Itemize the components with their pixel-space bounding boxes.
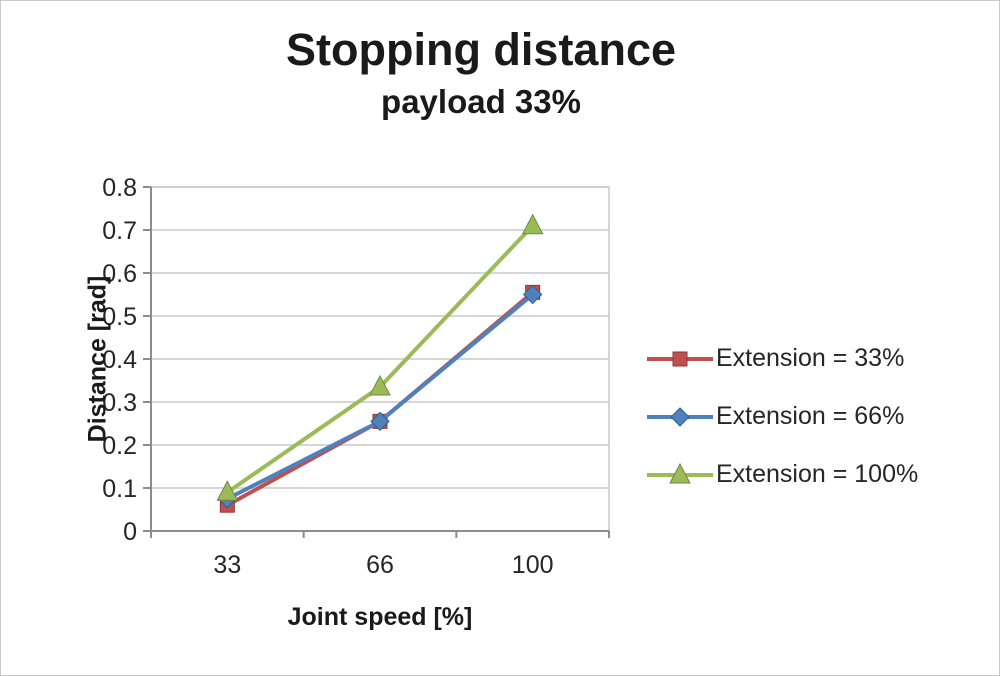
y-tick-label: 0.2: [102, 432, 137, 460]
marker-triangle: [669, 462, 691, 483]
marker-square: [672, 351, 688, 366]
legend-item: Extension = 100%: [647, 460, 918, 489]
legend-label: Extension = 66%: [716, 402, 905, 430]
legend-swatch-triangle-icon: [647, 462, 713, 483]
marker-triangle: [521, 213, 544, 235]
marker-triangle: [369, 374, 391, 396]
legend-label: Extension = 33%: [716, 344, 905, 372]
y-tick-label: 0.5: [102, 303, 137, 331]
legend: Extension = 33% Extension = 66% Extension …: [647, 344, 918, 489]
x-tick-label: 66: [366, 551, 394, 579]
marker-triangle: [216, 480, 239, 501]
marker-diamond: [670, 406, 690, 427]
series-triangle: [216, 213, 544, 501]
series-diamond: [217, 284, 543, 509]
y-tick-label: 0.7: [102, 217, 137, 245]
chart-title: Stopping distance: [285, 24, 676, 75]
legend-swatch-diamond-icon: [647, 406, 713, 427]
y-tick-label: 0.3: [102, 389, 137, 417]
x-tick-label: 33: [213, 551, 241, 579]
y-tick-label: 0.6: [102, 260, 137, 288]
marker-diamond: [370, 411, 390, 432]
y-tick-label: 0.4: [102, 346, 137, 374]
marker-diamond: [522, 284, 543, 305]
x-axis-title: Joint speed [%]: [287, 603, 473, 631]
chart-title-block: Stopping distance payload 33%: [1, 25, 961, 121]
y-tick-label: 0.1: [102, 475, 137, 503]
y-tick-label: 0.8: [102, 174, 137, 202]
y-axis-title: Distance [rad]: [83, 275, 112, 443]
x-tick-label: 100: [512, 551, 554, 579]
legend-swatch-square-icon: [647, 351, 713, 366]
legend-item: Extension = 66%: [647, 402, 918, 431]
series-line: [226, 290, 534, 507]
series-line: [226, 292, 534, 501]
y-tick-label: 0: [123, 518, 137, 546]
legend-label: Extension = 100%: [716, 460, 919, 488]
chart-subtitle: payload 33%: [381, 82, 581, 120]
legend-item: Extension = 33%: [647, 344, 918, 373]
